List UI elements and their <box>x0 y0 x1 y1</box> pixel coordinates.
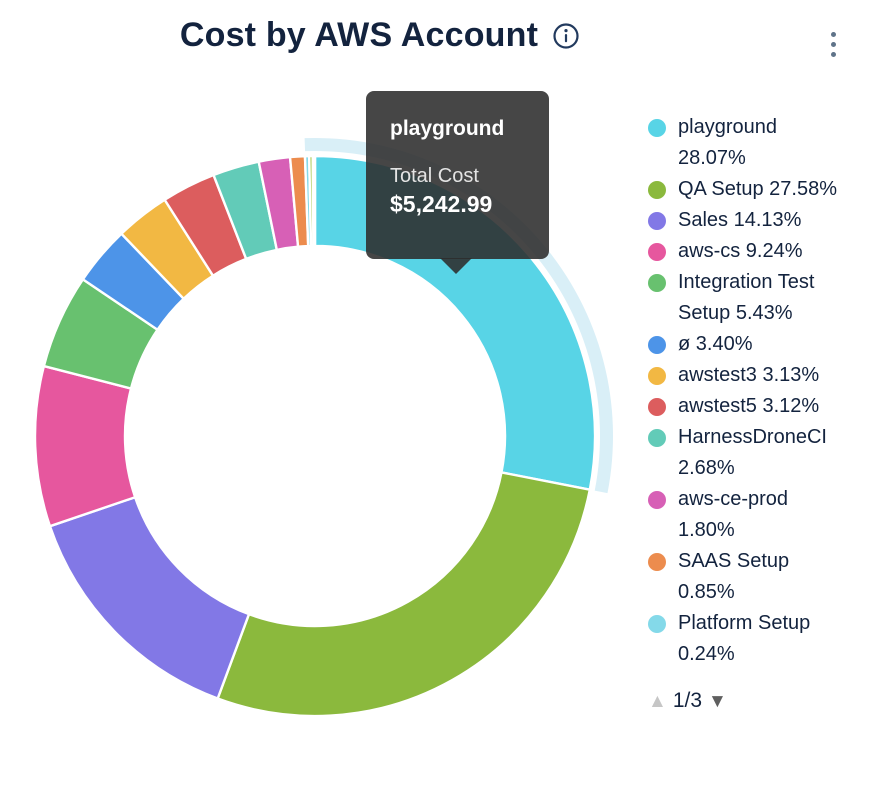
legend-item[interactable]: Integration Test Setup 5.43% <box>648 267 880 329</box>
legend-items: playground 28.07% QA Setup 27.58% Sales 14… <box>648 112 880 670</box>
legend-item[interactable]: aws-cs 9.24% <box>648 236 880 267</box>
tooltip-metric-value: $5,242.99 <box>390 191 493 217</box>
legend-item-label: awstest3 3.13% <box>678 364 820 386</box>
legend-item-label: QA Setup 27.58% <box>678 178 838 200</box>
legend-dot <box>648 615 666 633</box>
tooltip-caret <box>440 258 472 274</box>
legend-page-indicator: 1/3 <box>672 689 703 712</box>
tooltip-metric-label: Total Cost <box>390 165 479 187</box>
legend-item[interactable]: aws-ce-prod 1.80% <box>648 484 880 546</box>
legend-item-label: playground 28.07% <box>678 116 777 169</box>
legend-dot <box>648 429 666 447</box>
legend-item-label: aws-cs 9.24% <box>678 240 803 262</box>
legend-page-up-icon[interactable]: ▲ <box>648 690 667 712</box>
legend-dot <box>648 398 666 416</box>
legend-item[interactable]: SAAS Setup 0.85% <box>648 546 880 608</box>
legend-dot <box>648 336 666 354</box>
legend-item-label: SAAS Setup 0.85% <box>678 550 790 603</box>
legend-item-partial[interactable] <box>648 670 880 680</box>
legend-item-label: aws-ce-prod 1.80% <box>678 488 789 541</box>
legend-dot <box>648 119 666 137</box>
info-icon[interactable] <box>552 22 580 50</box>
chart-header: Cost by AWS Account <box>0 16 760 55</box>
legend-item[interactable]: QA Setup 27.58% <box>648 174 880 205</box>
legend-dot <box>648 367 666 385</box>
donut-slice-unlabeled[interactable] <box>311 154 317 248</box>
legend-dot <box>648 243 666 261</box>
chart-legend: playground 28.07% QA Setup 27.58% Sales 14… <box>648 112 880 713</box>
legend-item-label: Platform Setup 0.24% <box>678 612 811 665</box>
legend-item[interactable]: Platform Setup 0.24% <box>648 608 880 670</box>
legend-item-label: ø 3.40% <box>678 333 753 355</box>
legend-dot <box>648 181 666 199</box>
legend-item-label: HarnessDroneCI 2.68% <box>678 426 827 479</box>
legend-dot <box>648 212 666 230</box>
legend-item[interactable]: HarnessDroneCI 2.68% <box>648 422 880 484</box>
legend-pagination: ▲ 1/3 ▼ <box>648 689 880 713</box>
kebab-menu-icon[interactable] <box>827 28 840 61</box>
legend-dot <box>648 491 666 509</box>
donut-slice-sales[interactable] <box>48 496 251 700</box>
legend-dot <box>648 553 666 571</box>
legend-item[interactable]: awstest3 3.13% <box>648 360 880 391</box>
legend-item-label: Integration Test Setup 5.43% <box>678 271 815 324</box>
donut-slice-aws-cs[interactable] <box>33 364 137 528</box>
legend-page-down-icon[interactable]: ▼ <box>708 690 727 712</box>
chart-title: Cost by AWS Account <box>179 16 539 54</box>
legend-item-label: awstest5 3.12% <box>678 395 820 417</box>
legend-item[interactable]: ø 3.40% <box>648 329 880 360</box>
tooltip-series-name: playground <box>390 117 505 140</box>
chart-tooltip: playground Total Cost $5,242.99 <box>366 91 549 274</box>
legend-item[interactable]: Sales 14.13% <box>648 205 880 236</box>
donut-slice-qa-setup[interactable] <box>216 471 592 718</box>
legend-item[interactable]: playground 28.07% <box>648 112 880 174</box>
legend-item[interactable]: awstest5 3.12% <box>648 391 880 422</box>
legend-item-label: Sales 14.13% <box>678 209 802 231</box>
legend-dot <box>648 274 666 292</box>
